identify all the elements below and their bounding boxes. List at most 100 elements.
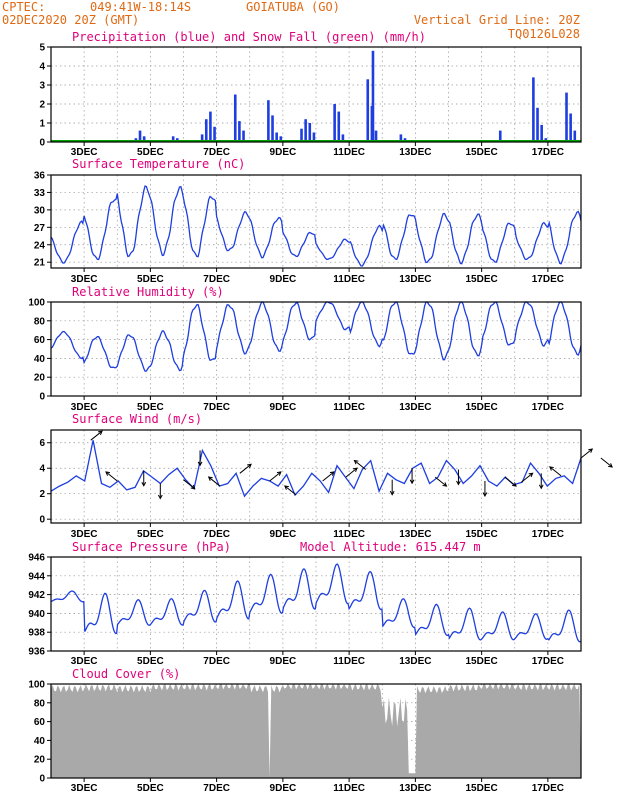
pres-xtick-label: 7DEC [203, 656, 230, 667]
precip-bar [209, 111, 212, 142]
rh-series [50, 301, 582, 372]
wind-vector [389, 479, 395, 496]
cloud-xtick-label: 11DEC [333, 783, 365, 794]
rh-xtick-label: 11DEC [333, 402, 365, 413]
precip-bar [213, 126, 216, 142]
wind-arrow-head [409, 479, 415, 485]
precip-bar [308, 123, 312, 142]
wind-vector [456, 469, 461, 486]
pres-title: Surface Pressure (hPa) [72, 540, 231, 554]
pres-frame [50, 556, 582, 652]
wind-arrow-head [190, 484, 196, 490]
precip-bar [498, 130, 502, 142]
cloud-xtick-label: 13DEC [399, 783, 431, 794]
wind-arrow-shaft [549, 466, 562, 477]
precip-bar [366, 79, 370, 142]
wind-vector [353, 459, 366, 470]
wind-arrow-shaft [600, 457, 613, 468]
wind-arrow-head [588, 448, 594, 453]
precip-panel: 0 1 2 3 4 5 3DEC 5DEC 7DEC 9DEC 11DEC 13DEC 15DEC 17D… [39, 30, 582, 158]
temp-xtick-label: 9DEC [270, 274, 297, 285]
cloud-ytick-label: 80 [34, 698, 46, 709]
wind-vector [580, 448, 594, 459]
cloud-area [51, 684, 581, 778]
rh-panel: 0 20 40 60 80 100 3DEC 5DEC 7DEC 9DEC 11DEC 13DEC 15… [28, 285, 582, 413]
precip-bar [536, 107, 539, 142]
precip-bar [138, 130, 142, 142]
temp-ytick-label: 27 [34, 223, 46, 234]
rh-ytick-label: 40 [34, 354, 46, 365]
wind-speed-series [50, 440, 582, 498]
rh-frame [50, 301, 582, 397]
precip-ytick-label: 0 [39, 138, 45, 149]
wind-vector [482, 480, 488, 498]
precip-bar [271, 115, 274, 142]
temp-frame [50, 174, 582, 269]
header: CPTEC: 049:41W-18:14S GOIATUBA (GO) 02DE… [2, 0, 580, 41]
wind-vector [183, 479, 196, 490]
wind-vector [434, 476, 448, 487]
precip-bar [200, 134, 204, 142]
wind-arrow-shaft [580, 448, 593, 459]
wind-ytick-label: 2 [39, 489, 45, 500]
pres-xtick-label: 17DEC [532, 656, 564, 667]
pres-xtick-label: 5DEC [137, 656, 164, 667]
temp-ytick-label: 30 [34, 205, 46, 216]
precip-bar [399, 134, 403, 142]
temp-ytick-label: 33 [34, 188, 46, 199]
wind-panel: 0 2 4 6 3DEC 5DEC 7DEC 9DEC 11DEC 13DEC 15DEC 17DEC… [39, 412, 613, 540]
model-altitude: Model Altitude: 615.447 m [300, 540, 481, 554]
precip-xtick-label: 17DEC [532, 147, 564, 158]
wind-title: Surface Wind (m/s) [72, 412, 202, 426]
temp-xtick-label: 3DEC [71, 274, 98, 285]
wind-xtick-label: 15DEC [466, 529, 498, 540]
cloud-xtick-label: 5DEC [137, 783, 164, 794]
wind-vector [521, 472, 534, 483]
cloud-ytick-label: 40 [34, 736, 46, 747]
wind-vector [538, 473, 544, 490]
precip-bar [233, 94, 237, 142]
temp-ytick-label: 21 [34, 258, 46, 269]
temp-series [50, 185, 582, 267]
wind-xtick-label: 11DEC [333, 529, 365, 540]
precip-ytick-label: 5 [39, 43, 45, 54]
wind-arrow-head [608, 463, 613, 468]
precip-bar [142, 136, 146, 142]
cloud-ytick-label: 100 [28, 680, 45, 691]
wind-arrow-head [157, 494, 163, 500]
wind-arrow-shaft [90, 430, 103, 441]
wind-arrow-shaft [504, 476, 517, 487]
wind-arrow-shaft [239, 463, 252, 474]
wind-arrow-shaft [284, 485, 297, 496]
precip-title: Precipitation (blue) and Snow Fall (gree… [72, 30, 426, 44]
wind-arrow-shaft [434, 476, 447, 487]
wind-vector [141, 470, 147, 487]
precip-xtick-label: 5DEC [137, 147, 164, 158]
precip-ytick-label: 1 [39, 119, 45, 130]
wind-arrow-shaft [183, 479, 196, 490]
header-run: 02DEC2020 20Z (GMT) [2, 13, 139, 27]
rh-ytick-label: 60 [34, 335, 46, 346]
temp-ytick-label: 36 [34, 171, 46, 182]
rh-xtick-label: 7DEC [203, 402, 230, 413]
temp-xtick-label: 15DEC [466, 274, 498, 285]
precip-xtick-label: 15DEC [466, 147, 498, 158]
wind-arrow-head [247, 463, 252, 469]
cloud-ytick-label: 0 [39, 774, 45, 785]
wind-arrow-head [141, 482, 147, 487]
precip-bar [341, 134, 345, 142]
wind-arrow-shaft [345, 467, 358, 478]
temp-panel: 21 24 27 30 33 36 3DEC 5DEC 7DEC 9DEC 11DEC 13DEC 15… [34, 157, 582, 285]
temp-xtick-label: 13DEC [399, 274, 431, 285]
precip-bar [532, 77, 535, 142]
temp-xtick-label: 5DEC [137, 274, 164, 285]
temp-xtick-label: 17DEC [532, 274, 564, 285]
precip-xtick-label: 13DEC [399, 147, 431, 158]
wind-xtick-label: 13DEC [399, 529, 431, 540]
pres-ytick-label: 946 [28, 553, 45, 564]
wind-arrow-head [329, 471, 335, 476]
precip-bar [374, 130, 378, 142]
precip-bar [337, 111, 341, 142]
rh-xtick-label: 3DEC [71, 402, 98, 413]
